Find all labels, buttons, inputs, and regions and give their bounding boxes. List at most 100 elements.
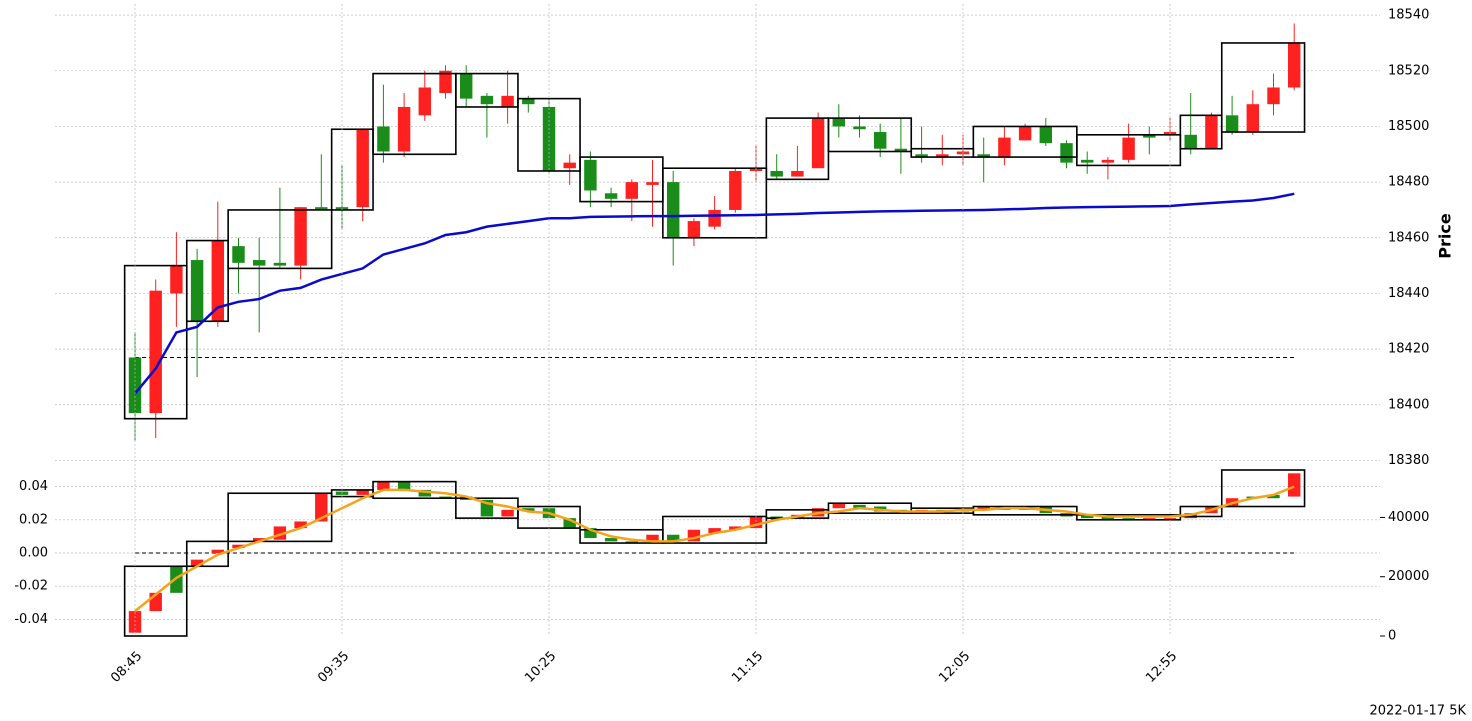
candle-body xyxy=(356,129,369,208)
candle-body xyxy=(584,159,597,191)
range-box xyxy=(1076,514,1182,521)
candle-body xyxy=(853,504,866,509)
candle-body xyxy=(625,541,639,544)
range-box xyxy=(827,117,913,153)
x-tick-label: 09:35 xyxy=(315,649,352,686)
candle-body xyxy=(811,118,825,169)
candle-body xyxy=(791,170,804,177)
x-tick-label: 12:55 xyxy=(1143,649,1180,686)
candle-body xyxy=(480,95,494,105)
candle-body xyxy=(1101,516,1115,520)
candle-body xyxy=(687,529,701,542)
range-box xyxy=(372,72,457,156)
y-tick-label: -0.04 xyxy=(14,612,48,627)
y2-tick-label: 40000 xyxy=(1388,510,1429,525)
candle-body xyxy=(190,260,204,322)
range-box xyxy=(1220,469,1306,508)
candle-body xyxy=(832,503,846,509)
candle-body xyxy=(977,154,990,158)
candle-body xyxy=(522,508,535,512)
candle-body xyxy=(170,566,183,593)
candle-body xyxy=(563,518,576,529)
range-box xyxy=(227,492,333,543)
candle-body xyxy=(252,538,266,542)
y-tick-label: 18500 xyxy=(1388,119,1429,134)
x-tick-label: 10:25 xyxy=(522,649,559,686)
range-box xyxy=(372,480,457,500)
candle-body xyxy=(873,132,887,149)
candle-body xyxy=(666,182,680,238)
candle-body xyxy=(646,534,659,542)
candle-body xyxy=(1080,514,1094,519)
y2-tick-label: 0 xyxy=(1388,629,1396,644)
candle-body xyxy=(1018,126,1032,141)
candle-body xyxy=(522,98,535,105)
candle-body xyxy=(1246,104,1260,133)
candle-body xyxy=(1122,137,1135,160)
candle-body xyxy=(501,95,514,107)
y-tick-label: 0.00 xyxy=(19,546,48,561)
candle-body xyxy=(1225,115,1239,133)
y-tick-label: 18460 xyxy=(1388,230,1429,245)
y-tick-label: 18420 xyxy=(1388,342,1429,357)
candle-body xyxy=(315,207,328,210)
candle-body xyxy=(149,290,162,414)
y-tick-label: -0.02 xyxy=(14,579,48,594)
candle-body xyxy=(625,182,639,199)
y2-tick-label: 20000 xyxy=(1388,569,1429,584)
candle-body xyxy=(729,170,742,210)
candle-body xyxy=(604,193,618,199)
range-box xyxy=(1220,42,1306,133)
y-tick-label: 18400 xyxy=(1388,397,1429,412)
y-tick-label: 18380 xyxy=(1388,453,1429,468)
candle-body xyxy=(542,106,556,171)
range-box xyxy=(455,72,519,108)
range-box xyxy=(330,128,374,211)
range-box xyxy=(123,565,188,637)
candle-body xyxy=(418,489,432,497)
candle-body xyxy=(439,496,452,499)
footnote: 2022-01-17 5K xyxy=(1370,704,1467,719)
candle-body xyxy=(1267,87,1280,105)
candle-body xyxy=(604,538,618,542)
candle-body xyxy=(211,240,225,322)
y-tick-label: 18480 xyxy=(1388,175,1429,190)
y-tick-label: 18440 xyxy=(1388,286,1429,301)
candle-body xyxy=(397,106,411,152)
candle-body xyxy=(1205,115,1218,149)
candle-body xyxy=(501,509,514,517)
range-box xyxy=(662,167,768,239)
range-box xyxy=(662,515,768,544)
candle-body xyxy=(770,170,783,177)
y-tick-label: 0.04 xyxy=(19,479,48,494)
candle-body xyxy=(397,481,411,490)
y-tick-label: 18540 xyxy=(1388,8,1429,23)
candle-body xyxy=(646,182,659,185)
candle-body xyxy=(459,73,473,99)
candle-body xyxy=(1122,518,1135,520)
candle-body xyxy=(418,87,432,116)
candle-body xyxy=(1184,134,1197,149)
candle-body xyxy=(273,262,287,266)
indicator-line xyxy=(134,485,1295,613)
y-axis-label: Price xyxy=(1436,213,1455,259)
candle-body xyxy=(687,221,701,238)
candle-body xyxy=(708,528,721,534)
candle-body xyxy=(1143,134,1156,138)
candle-body xyxy=(190,559,204,567)
candle-body xyxy=(894,148,908,152)
candle-body xyxy=(998,137,1011,158)
range-box xyxy=(1179,505,1223,518)
candle-body xyxy=(315,493,328,522)
candle-body xyxy=(708,209,721,227)
candle-body xyxy=(1163,518,1177,520)
candle-body xyxy=(853,126,866,130)
candle-body xyxy=(1287,473,1301,497)
x-tick-label: 12:05 xyxy=(936,649,973,686)
candle-body xyxy=(1267,494,1280,499)
candle-body xyxy=(1287,42,1301,88)
candle-body xyxy=(1101,159,1115,163)
candle-body xyxy=(1039,126,1053,144)
candle-body xyxy=(294,207,307,266)
